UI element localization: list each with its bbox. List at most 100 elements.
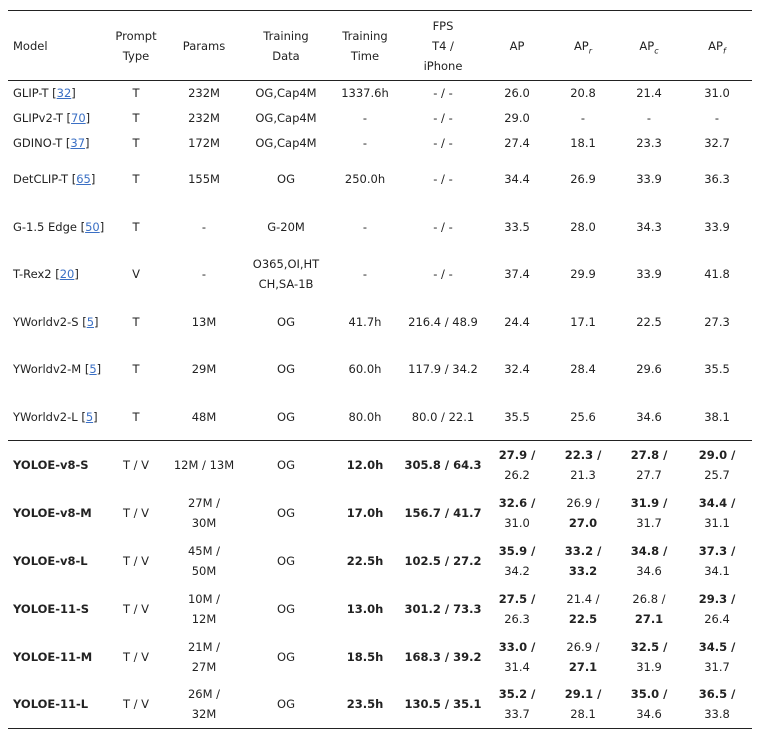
cell-line: 45M / <box>166 541 242 561</box>
table-cell: 29.9 <box>550 251 616 299</box>
table-cell: DetCLIP-T [65] <box>8 156 108 204</box>
table-cell: 32.6 / 31.0 <box>484 489 550 537</box>
table-cell: - / - <box>402 251 484 299</box>
table-cell: 35.9 / 34.2 <box>484 537 550 585</box>
table-cell: 36.3 <box>682 156 752 204</box>
cell-text: 26.4 <box>704 611 730 626</box>
table-cell: 34.5 / 31.7 <box>682 633 752 681</box>
citation: 65 <box>76 172 91 187</box>
bold-text: 32.5 / <box>630 639 668 654</box>
cell-line: 31.7 <box>684 657 750 677</box>
cell-text: 33.7 <box>504 707 530 722</box>
cell-text: 34.6 <box>636 707 662 722</box>
cell-line: 27.8 / <box>618 445 680 465</box>
table-cell: 20.8 <box>550 81 616 106</box>
cell-line: 32.5 / <box>618 637 680 657</box>
cell-text: 29.9 <box>570 267 596 282</box>
header-text: AP <box>708 38 723 53</box>
table-cell: OG <box>244 537 328 585</box>
header-cell: Prompt Type <box>108 11 164 81</box>
bold-text: 34.8 / <box>630 543 668 558</box>
table-cell: 22.3 / 21.3 <box>550 441 616 489</box>
bold-text: 34.4 / <box>698 495 736 510</box>
cell-text: 38.1 <box>704 409 730 424</box>
table-cell: 27.8 / 27.7 <box>616 441 682 489</box>
table-cell: 29.0 / 25.7 <box>682 441 752 489</box>
table-cell: 33.0 / 31.4 <box>484 633 550 681</box>
table-row: T-Rex2 [20] V - O365,OI,HT CH,SA-1B - - / - 37.… <box>8 251 752 299</box>
table-cell: OG <box>244 393 328 441</box>
cell-text: - <box>362 136 368 150</box>
bold-text: 35.2 / <box>498 687 536 702</box>
table-cell: 34.6 <box>616 393 682 441</box>
table-cell: 35.0 / 34.6 <box>616 681 682 729</box>
table-cell: YWorldv2-M [5] <box>8 346 108 394</box>
table-cell: OG <box>244 298 328 346</box>
cell-text: CH,SA-1B <box>258 277 314 292</box>
cell-line: 21M / <box>166 637 242 657</box>
table-cell: 12M / 13M <box>164 441 244 489</box>
bold-text: YOLOE-11-S <box>13 601 90 616</box>
table-cell: 33.5 <box>484 203 550 251</box>
cell-line: 35.0 / <box>618 684 680 704</box>
row-group: YOLOE-v8-S T / V 12M / 13M OG 12.0h 305.8 / 6… <box>8 440 752 729</box>
cell-text: 36.3 <box>704 172 730 187</box>
cell-line: 21.4 / <box>552 589 614 609</box>
table-cell: 32.7 <box>682 131 752 156</box>
cell-text: 26.3 <box>504 611 530 626</box>
bold-text: 29.3 / <box>698 591 736 606</box>
cell-text: 27.3 <box>704 314 730 329</box>
model-name: G-1.5 Edge [ <box>13 219 86 234</box>
table-cell: T / V <box>108 441 164 489</box>
header-line: Data <box>246 46 326 66</box>
cell-text: OG <box>277 505 295 520</box>
cell-line: 21.3 <box>552 465 614 485</box>
cell-text: 32.4 <box>504 362 530 377</box>
cell-text: 33.9 <box>636 172 662 187</box>
bold-text: 33.0 / <box>498 639 536 654</box>
cell-text: T <box>132 111 140 125</box>
table-cell: 26.9 / 27.0 <box>550 489 616 537</box>
cell-text: 41.8 <box>704 267 730 282</box>
table-cell: - <box>328 251 402 299</box>
bracket: ] <box>71 86 76 101</box>
table-row: YOLOE-v8-L T / V 45M / 50M OG 22.5h 102.5 / 27… <box>8 537 752 585</box>
cell-text: Training <box>342 28 388 43</box>
bold-text: YOLOE-v8-M <box>13 505 92 520</box>
header-line: Model <box>13 36 106 56</box>
table-cell: 12.0h <box>328 441 402 489</box>
table-cell: 33.2 / 33.2 <box>550 537 616 585</box>
bold-text: 27.1 <box>634 611 664 626</box>
cell-text: 34.6 <box>636 409 662 424</box>
cell-line: 27M <box>166 657 242 677</box>
table-cell: O365,OI,HT CH,SA-1B <box>244 251 328 299</box>
table-cell: 60.0h <box>328 346 402 394</box>
cell-text: 34.6 <box>636 563 662 578</box>
table-cell: 13.0h <box>328 585 402 633</box>
bold-text: 31.9 / <box>630 495 668 510</box>
citation: 5 <box>89 362 97 377</box>
subscript: f <box>722 45 726 55</box>
bracket: ] <box>85 136 90 150</box>
cell-text: V <box>132 267 140 282</box>
cell-text: 27.7 <box>636 467 662 482</box>
table-cell: 29.0 <box>484 106 550 131</box>
table-cell: 80.0 / 22.1 <box>402 393 484 441</box>
cell-text: 117.9 / 34.2 <box>408 362 478 377</box>
table-cell: 35.5 <box>484 393 550 441</box>
cell-text: 13M <box>191 314 217 329</box>
cell-text: 27M / <box>187 495 221 510</box>
table-cell: 27.9 / 26.2 <box>484 441 550 489</box>
cell-text: 28.4 <box>570 362 596 377</box>
model-name: T-Rex2 [ <box>13 267 60 282</box>
cell-text: 35.5 <box>504 409 530 424</box>
cell-text: T <box>132 86 140 101</box>
bold-text: 130.5 / 35.1 <box>404 697 482 712</box>
table-cell: YOLOE-v8-L <box>8 537 108 585</box>
subscript: r <box>588 45 593 55</box>
cell-text: 12M / 13M <box>173 457 235 472</box>
table-cell: 117.9 / 34.2 <box>402 346 484 394</box>
cell-text: - / - <box>433 219 453 234</box>
cell-text: 29M <box>191 362 217 377</box>
table-cell: 26.0 <box>484 81 550 106</box>
